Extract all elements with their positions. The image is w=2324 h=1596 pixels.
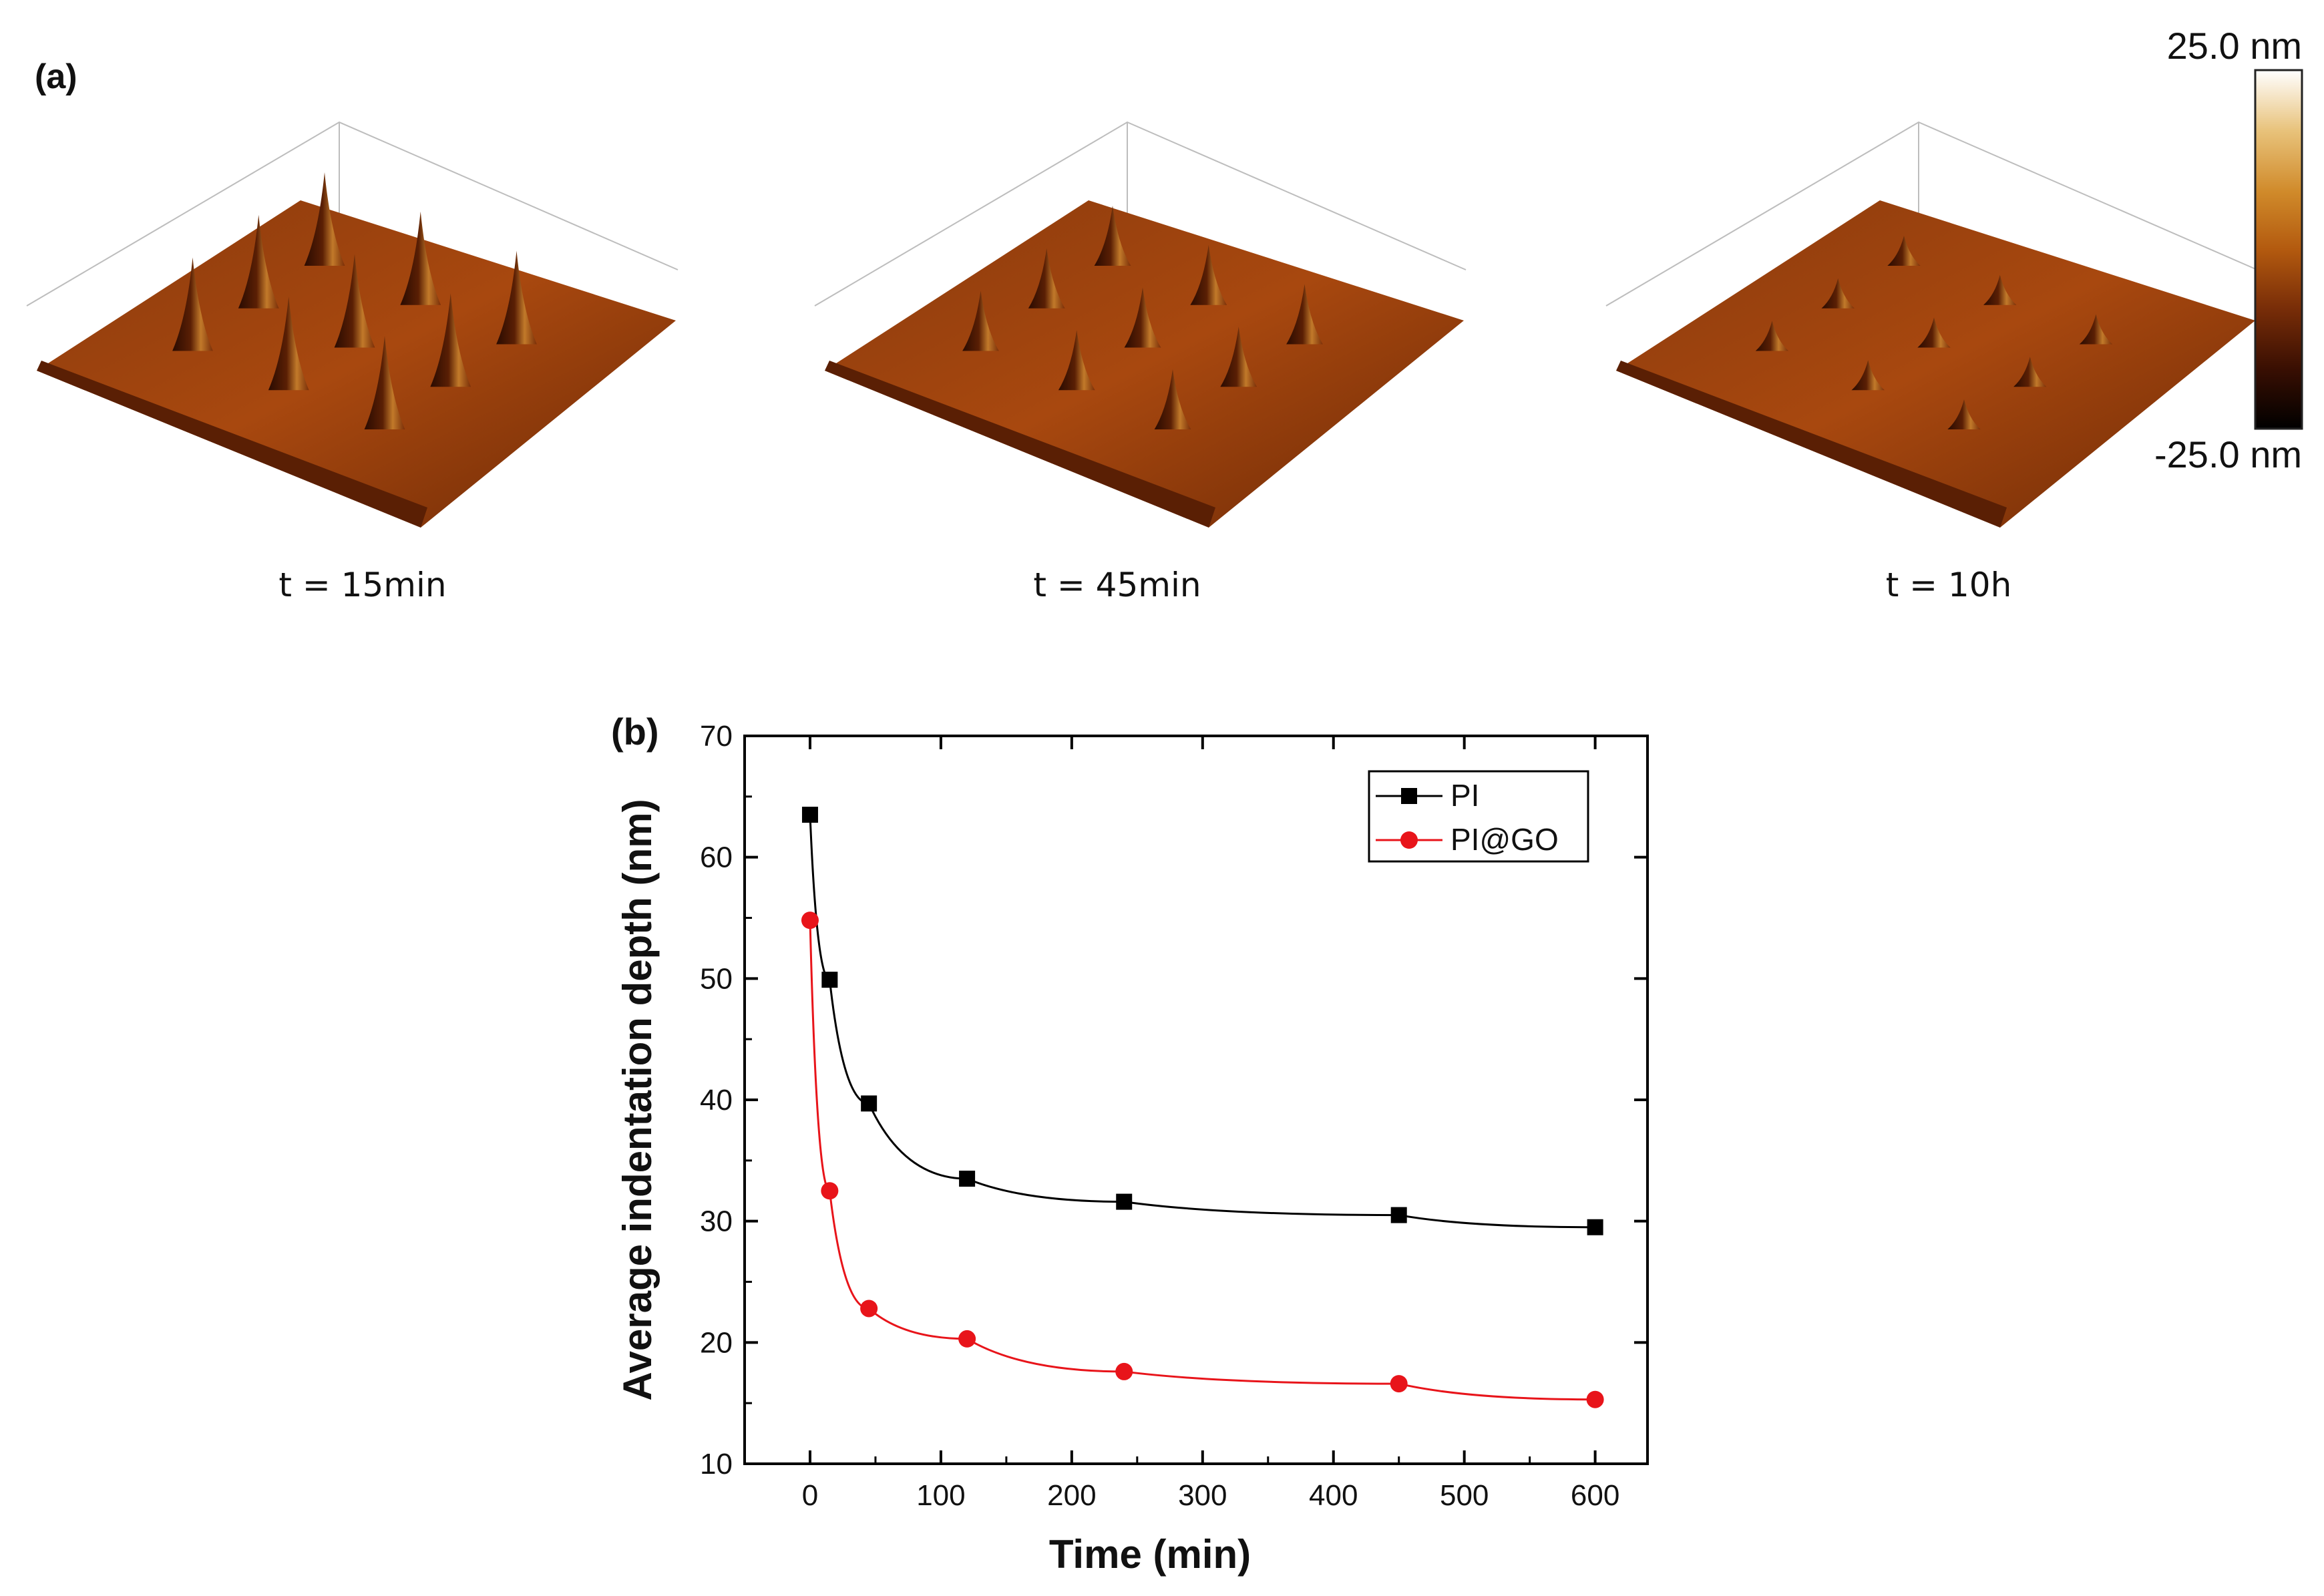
x-tick-label: 500 (1440, 1479, 1489, 1512)
x-tick-label: 0 (802, 1479, 818, 1512)
data-point-pi (1390, 1207, 1407, 1223)
series-line-pi-go (809, 920, 1595, 1401)
data-point-pi-go (860, 1300, 878, 1318)
data-point-pi (959, 1171, 976, 1187)
y-tick-label: 30 (700, 1205, 733, 1238)
legend-marker-pi (1401, 788, 1417, 804)
legend: PI PI@GO (1368, 770, 1589, 863)
afm-peak (1028, 248, 1065, 309)
data-point-pi-go (1586, 1390, 1604, 1408)
data-point-pi-go (1115, 1362, 1133, 1380)
afm-surface-edge (1616, 361, 2007, 528)
afm-surface (1616, 200, 2255, 528)
afm-caption-1: t = 15min (278, 566, 446, 604)
afm-peak (1983, 274, 2017, 305)
afm-peak (238, 214, 279, 309)
data-point-pi-go (801, 912, 819, 930)
y-tick-label: 10 (700, 1448, 733, 1480)
data-point-pi-go (821, 1182, 839, 1200)
afm-caption-2: t = 45min (1033, 566, 1201, 604)
afm-peak (1947, 399, 1981, 429)
afm-caption-3: t = 10h (1886, 566, 2012, 604)
afm-peak (1851, 360, 1885, 391)
afm-peak (1220, 327, 1257, 387)
legend-label-pi-go: PI@GO (1450, 822, 1559, 857)
afm-peak (1887, 236, 1921, 266)
series-line-pi (809, 815, 1595, 1229)
afm-image-15min (26, 121, 679, 528)
x-tick-label: 400 (1309, 1479, 1358, 1512)
afm-surface (825, 200, 1464, 528)
afm-surface-edge (37, 361, 427, 528)
y-axis-label: Average indentation depth (nm) (615, 799, 660, 1400)
data-point-pi (861, 1095, 878, 1112)
afm-peak (2079, 314, 2113, 345)
line-chart: 0 100 200 300 400 500 600 10 20 30 40 50 60 70 Time … (615, 720, 1649, 1577)
data-point-pi (1116, 1193, 1133, 1210)
y-tick-label: 20 (700, 1326, 733, 1359)
series-points (801, 807, 1604, 1408)
afm-peak (1821, 278, 1855, 309)
legend-marker-pi-go (1400, 831, 1418, 849)
y-tick-label: 40 (700, 1084, 733, 1117)
x-tick-label: 100 (916, 1479, 965, 1512)
afm-image-45min (814, 121, 1467, 528)
data-point-pi (821, 972, 838, 988)
afm-peak (1094, 206, 1131, 266)
afm-peak (1917, 317, 1951, 348)
panel-a-label: (a) (35, 57, 77, 96)
afm-peak (430, 293, 471, 387)
x-axis-ticks: 0 100 200 300 400 500 600 (802, 736, 1619, 1512)
y-tick-label: 60 (700, 841, 733, 874)
x-tick-label: 200 (1047, 1479, 1096, 1512)
data-point-pi (801, 807, 818, 823)
afm-surface-edge (825, 361, 1215, 528)
afm-surface (37, 200, 676, 528)
x-tick-label: 300 (1178, 1479, 1227, 1512)
data-point-pi (1587, 1219, 1603, 1235)
afm-peaks (962, 206, 1323, 429)
data-point-pi-go (1390, 1375, 1408, 1393)
afm-peak (1124, 287, 1161, 348)
x-tick-label: 600 (1571, 1479, 1619, 1512)
afm-peak (2013, 357, 2047, 387)
colorbar-max-label: 25.0 nm (2167, 25, 2302, 67)
legend-label-pi: PI (1450, 778, 1479, 813)
colorbar-min-label: -25.0 nm (2154, 433, 2302, 475)
afm-peak (496, 250, 537, 345)
afm-peak (364, 336, 405, 429)
y-tick-label: 50 (700, 962, 733, 995)
afm-peak (1286, 284, 1323, 345)
y-tick-label: 70 (700, 720, 733, 753)
afm-peak (1154, 369, 1191, 429)
afm-peak (172, 257, 213, 351)
afm-image-10h (1605, 121, 2258, 528)
afm-peaks (1755, 236, 2113, 429)
afm-peak (1755, 321, 1789, 351)
afm-peak (304, 172, 345, 266)
data-point-pi-go (958, 1330, 976, 1348)
afm-peak (400, 211, 441, 305)
afm-peaks (172, 172, 537, 429)
panel-b-label: (b) (611, 711, 659, 753)
afm-peak (962, 290, 999, 351)
y-axis-ticks: 10 20 30 40 50 60 70 (700, 720, 1648, 1480)
afm-peak (1190, 244, 1227, 305)
x-axis-label: Time (min) (1049, 1532, 1251, 1577)
afm-peak (334, 254, 375, 348)
colorbar (2254, 69, 2303, 430)
afm-peak (1058, 330, 1095, 391)
afm-peak (268, 296, 309, 391)
series-lines (809, 815, 1595, 1401)
